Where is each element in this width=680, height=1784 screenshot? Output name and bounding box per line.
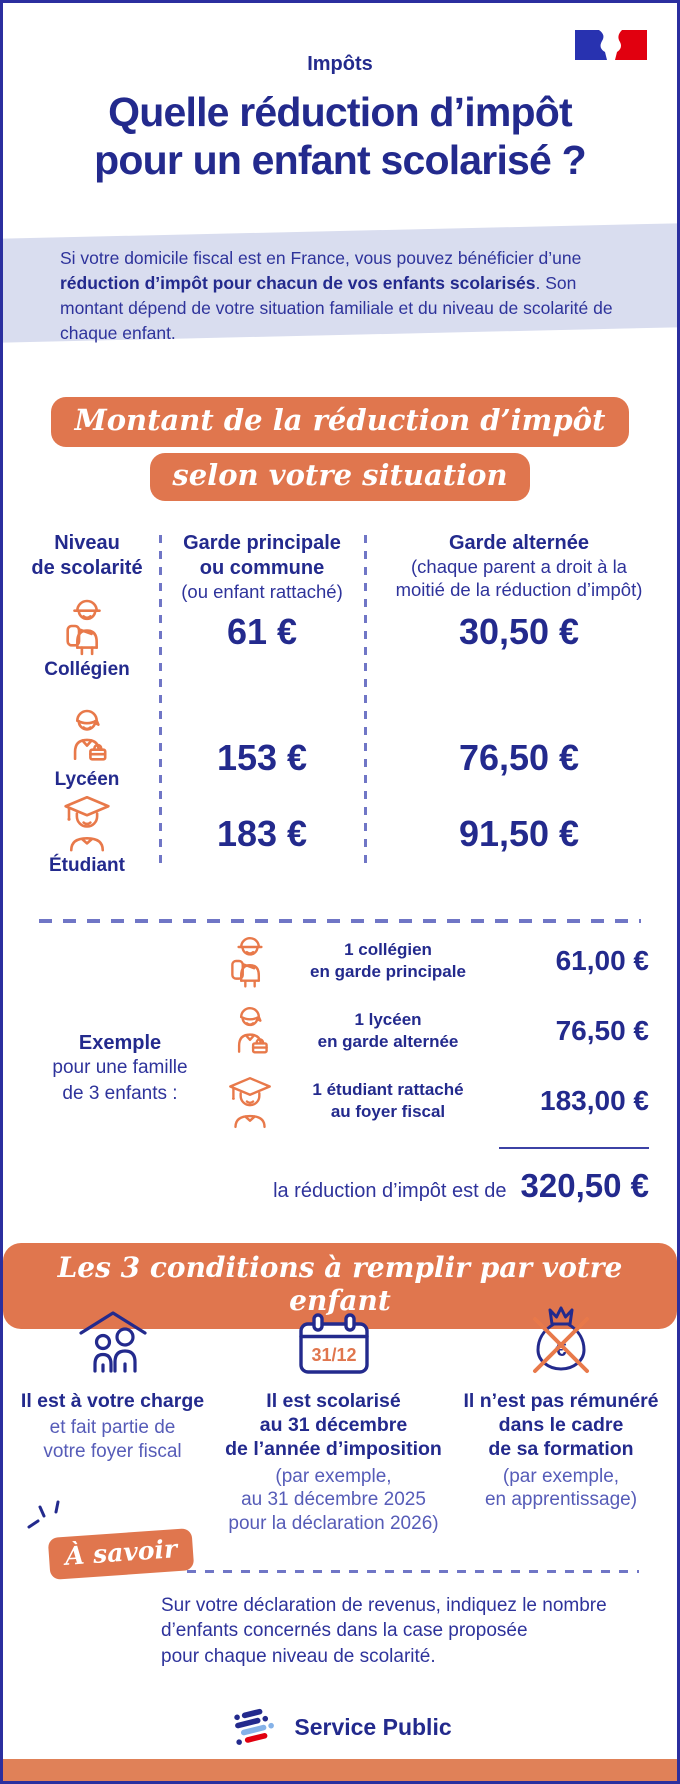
condition-charge: Il est à votre charge et fait partie de … (15, 1295, 210, 1535)
etudiant-icon (60, 791, 114, 853)
calendar-icon: 31/12 (210, 1295, 457, 1377)
montant-banner-row-2: selon votre situation (3, 453, 677, 501)
euro-symbol: € (555, 1339, 566, 1361)
a-savoir-text: Sur votre déclaration de revenus, indiqu… (161, 1595, 607, 1667)
level-collegien: Collégien (17, 595, 157, 681)
example-row-lyceen: 1 lycéen en garde alternée 76,50 € (219, 1003, 649, 1059)
collegien-icon (225, 933, 275, 989)
level-label: Collégien (44, 659, 130, 680)
a-savoir-badge: À savoir (47, 1528, 195, 1580)
column-header-garde-principale: Garde principale ou commune (ou enfant r… (181, 532, 343, 602)
column-divider-2 (364, 535, 367, 867)
service-public-logo-icon (234, 1708, 275, 1745)
category-label: Impôts (307, 53, 373, 75)
service-public-brand: Service Public (3, 1703, 677, 1751)
example-rows: 1 collégien en garde principale 61,00 € … (219, 933, 649, 1205)
intro-bold: réduction d’impôt pour chacun de vos enf… (60, 272, 536, 293)
example-row-etudiant: 1 étudiant rattaché au foyer fiscal 183,… (219, 1073, 649, 1129)
a-savoir-dashed-line (187, 1570, 639, 1573)
intro-part-2: . Son montant dépend de votre situation … (60, 272, 613, 343)
level-lyceen: Lycéen (17, 705, 157, 791)
example-section: Exemple pour une famille de 3 enfants : … (27, 933, 649, 1205)
amount-etudiant-alternee: 91,50 € (458, 813, 580, 854)
french-republic-flag-icon (575, 30, 647, 60)
etudiant-icon (225, 1073, 275, 1129)
amount-etudiant-principale: 183 € (216, 813, 308, 854)
condition-scolarise: 31/12 Il est scolarisé au 31 décembre de… (210, 1295, 457, 1535)
calendar-date: 31/12 (311, 1345, 356, 1365)
column-header-garde-alternee: Garde alternée (chaque parent a droit à … (395, 532, 643, 600)
montant-banner-line-2: selon votre situation (150, 453, 530, 501)
column-divider-1 (159, 535, 162, 867)
collegien-icon (62, 595, 112, 657)
montant-banner-line-1: Montant de la réduction d’impôt (50, 397, 630, 447)
example-row-collegien: 1 collégien en garde principale 61,00 € (219, 933, 649, 989)
brand-name: Service Public (294, 1713, 452, 1740)
crossed-money-bag-icon: € (457, 1295, 665, 1377)
title-line-1: Quelle réduction d’impôt (108, 89, 573, 135)
intro-part-1: Si votre domicile fiscal est en France, … (60, 248, 582, 268)
column-header-niveau: Niveau de scolarité (31, 532, 143, 579)
conditions-section: Il est à votre charge et fait partie de … (15, 1295, 665, 1535)
condition-remunere: € Il n’est pas rémunéré dans le cadre de… (457, 1295, 665, 1535)
total-sum-line (499, 1147, 649, 1149)
intro-text: Si votre domicile fiscal est en France, … (60, 246, 635, 345)
lyceen-icon (225, 1003, 275, 1059)
page-title: Quelle réduction d’impôt pour un enfant … (3, 89, 677, 184)
example-total: la réduction d’impôt est de 320,50 € (273, 1167, 649, 1204)
amount-collegien-alternee: 30,50 € (458, 611, 580, 652)
montant-banner-row-1: Montant de la réduction d’impôt (3, 397, 677, 447)
example-label: Exemple pour une famille de 3 enfants : (52, 1032, 188, 1104)
level-label: Lycéen (54, 769, 120, 790)
level-etudiant: Étudiant (17, 791, 157, 877)
lyceen-icon (62, 705, 112, 767)
amount-lyceen-alternee: 76,50 € (458, 737, 580, 778)
title-line-2: pour un enfant scolarisé ? (94, 136, 587, 183)
amount-collegien-principale: 61 € (226, 611, 298, 652)
footer-orange-bar (3, 1759, 677, 1781)
amount-lyceen-principale: 153 € (216, 737, 308, 778)
sparkle-dashes-icon (27, 1500, 60, 1529)
family-under-roof-icon (15, 1295, 210, 1377)
level-label: Étudiant (49, 855, 125, 876)
section-divider-dashed (39, 919, 641, 923)
